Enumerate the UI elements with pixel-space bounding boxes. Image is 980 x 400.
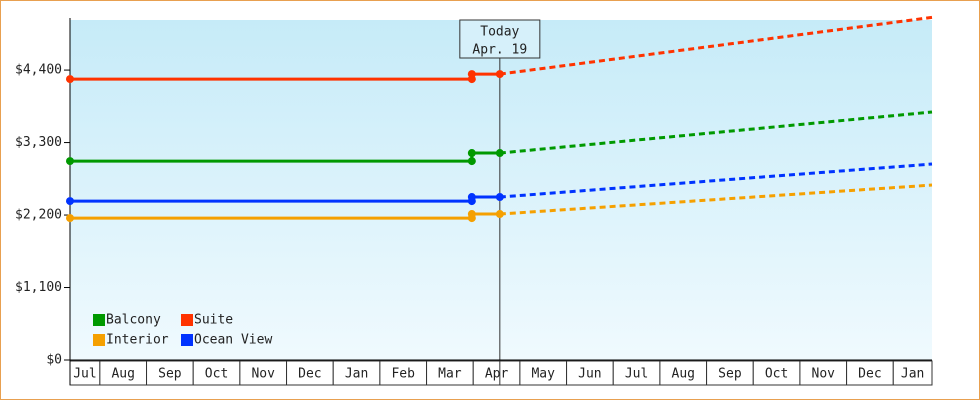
x-tick-label: Sep bbox=[718, 367, 742, 382]
today-label: Apr. 19 bbox=[472, 43, 527, 58]
point bbox=[66, 75, 74, 84]
legend-swatch bbox=[181, 314, 193, 326]
x-tick-label: May bbox=[531, 367, 555, 382]
x-cell bbox=[379, 360, 428, 386]
x-tick-label: Apr bbox=[485, 367, 509, 382]
x-tick-label: Jan bbox=[901, 367, 924, 382]
point bbox=[66, 197, 74, 206]
y-tick-label: $3,300 bbox=[15, 135, 62, 150]
point bbox=[467, 149, 476, 158]
today-label: Today bbox=[480, 25, 519, 40]
point bbox=[66, 157, 74, 166]
point bbox=[467, 70, 476, 79]
y-tick-label: $4,400 bbox=[15, 63, 62, 78]
x-cell bbox=[519, 360, 568, 386]
x-cell bbox=[332, 360, 381, 386]
x-cell bbox=[69, 360, 101, 386]
y-tick-label: $0 bbox=[46, 353, 62, 368]
legend-label: Suite bbox=[194, 313, 233, 328]
x-tick-label: Oct bbox=[765, 367, 788, 382]
point bbox=[467, 193, 476, 202]
point bbox=[495, 193, 504, 202]
x-tick-label: Jun bbox=[578, 367, 601, 382]
series-line bbox=[70, 151, 500, 163]
x-cell bbox=[846, 360, 894, 386]
forecast-line bbox=[499, 162, 933, 199]
x-tick-label: Aug bbox=[111, 367, 134, 382]
x-tick-label: Oct bbox=[205, 367, 228, 382]
forecast-line bbox=[499, 110, 933, 155]
x-tick-label: Dec bbox=[298, 367, 321, 382]
x-cell bbox=[706, 360, 754, 386]
legend-label: Balcony bbox=[106, 313, 161, 328]
x-tick-label: Feb bbox=[391, 367, 415, 382]
x-cell bbox=[892, 360, 933, 386]
x-cell bbox=[566, 360, 614, 386]
legend-swatch bbox=[93, 314, 105, 326]
forecast-line bbox=[499, 15, 933, 76]
x-tick-label: Jul bbox=[625, 367, 648, 382]
x-cell bbox=[752, 360, 801, 386]
x-cell bbox=[239, 360, 288, 386]
legend-label: Ocean View bbox=[194, 333, 272, 348]
y-tick-label: $2,200 bbox=[15, 208, 62, 223]
legend-swatch bbox=[93, 334, 105, 346]
point bbox=[495, 70, 504, 79]
point bbox=[495, 149, 504, 158]
today-box bbox=[459, 19, 541, 59]
x-cell bbox=[612, 360, 661, 386]
x-cell bbox=[286, 360, 334, 386]
point bbox=[467, 210, 476, 219]
x-tick-label: Aug bbox=[672, 367, 695, 382]
x-cell bbox=[799, 360, 848, 386]
x-tick-label: Dec bbox=[858, 367, 881, 382]
y-tick-label: $1,100 bbox=[15, 280, 62, 295]
point bbox=[495, 210, 504, 219]
x-cell bbox=[472, 360, 521, 386]
x-cell bbox=[659, 360, 708, 386]
forecast-line bbox=[499, 183, 933, 216]
x-tick-label: Sep bbox=[158, 367, 182, 382]
legend-swatch bbox=[181, 334, 193, 346]
x-tick-label: Mar bbox=[438, 367, 462, 382]
point bbox=[66, 214, 74, 223]
x-tick-label: Jan bbox=[345, 367, 368, 382]
point bbox=[467, 157, 476, 166]
x-tick-label: Jul bbox=[73, 367, 96, 382]
x-tick-label: Nov bbox=[251, 367, 275, 382]
x-tick-label: Nov bbox=[812, 367, 836, 382]
legend-label: Interior bbox=[106, 333, 169, 348]
